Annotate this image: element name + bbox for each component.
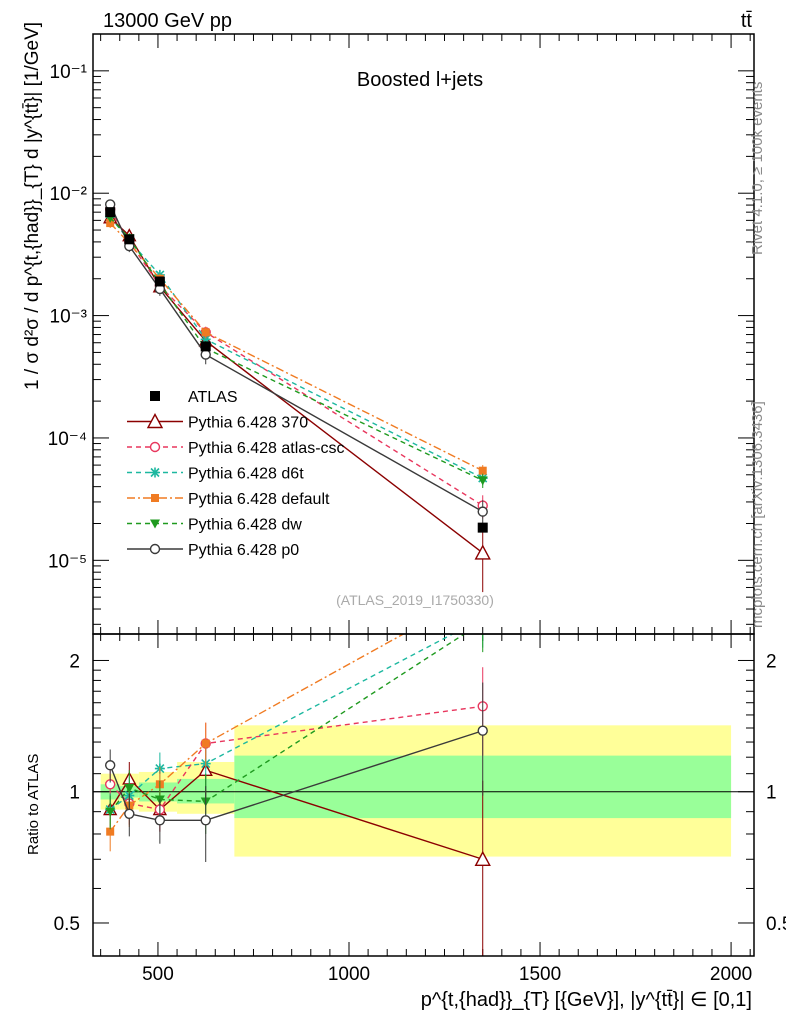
x-tick-label-2000: 2000 bbox=[710, 964, 752, 985]
ratio-point-2-4 bbox=[478, 613, 488, 623]
ratio-point-5-0 bbox=[104, 760, 116, 771]
ratio-point-3-3 bbox=[201, 739, 210, 748]
ratio-point-5-1 bbox=[124, 808, 135, 819]
main-point-3-4 bbox=[478, 466, 487, 475]
data-point-3 bbox=[200, 341, 211, 352]
data-point-1 bbox=[124, 234, 135, 245]
ratio-uncertainty-bands bbox=[100, 725, 732, 857]
ratio-y-tick-label-right: 1 bbox=[766, 783, 777, 804]
main-series-layer bbox=[103, 199, 491, 593]
legend-marker-5 bbox=[149, 543, 161, 555]
header-energy-label: 13000 GeV pp bbox=[103, 10, 232, 32]
main-point-3-3 bbox=[201, 328, 210, 337]
x-axis-label: p^{t,{had}}_{T} [{GeV}], |y^{tt̄}| ∈ [0,… bbox=[421, 989, 752, 1011]
main-y-tick-label: 10⁻⁵ bbox=[48, 551, 87, 572]
main-point-5-3 bbox=[200, 349, 211, 360]
ratio-y-tick-label-left: 1 bbox=[69, 783, 80, 804]
legend-marker-0 bbox=[146, 413, 164, 429]
ratio-y-axis-label: Ratio to ATLAS bbox=[25, 754, 42, 855]
ratio-point-0-4 bbox=[474, 850, 491, 866]
legend-label-3: Pythia 6.428 default bbox=[188, 491, 330, 508]
data-point-0 bbox=[105, 207, 116, 218]
main-point-2-3 bbox=[200, 334, 211, 345]
main-axis-ticks: 10⁻⁵ 10⁻⁴ 10⁻³ 10⁻² 10⁻¹ bbox=[48, 33, 754, 634]
rivet-version-label: Rivet 4.1.0, ≥ 100k events bbox=[749, 82, 766, 255]
main-series-line-3 bbox=[109, 222, 484, 472]
main-series-line-2 bbox=[109, 216, 484, 479]
main-series-line-1 bbox=[109, 208, 484, 507]
legend-marker-2 bbox=[150, 467, 160, 478]
x-tick-label-500: 500 bbox=[142, 964, 174, 985]
x-tick-label-1000: 1000 bbox=[328, 964, 370, 985]
mcplots-label: mcplots.cern.ch [arXiv:1306.3436] bbox=[749, 401, 766, 628]
main-point-3-0 bbox=[106, 219, 115, 228]
legend-marker-1 bbox=[149, 441, 161, 453]
legend-marker-data bbox=[150, 391, 160, 401]
ratio-plot-frame bbox=[92, 633, 755, 957]
ratio-series-layer bbox=[103, 613, 491, 956]
ratio-point-4-4 bbox=[478, 618, 488, 627]
ratio-point-5-2 bbox=[154, 815, 166, 826]
legend: ATLAS Pythia 6.428 370 Pythia 6.428 atlas-… bbox=[127, 389, 345, 559]
ratio-point-4-1 bbox=[124, 783, 135, 793]
ratio-point-4-0 bbox=[105, 807, 116, 817]
main-y-tick-label: 10⁻³ bbox=[50, 307, 88, 328]
ratio-point-5-3 bbox=[200, 815, 211, 826]
ratio-y-tick-label-left: 2 bbox=[69, 651, 80, 672]
header-process-label: tt̄ bbox=[741, 10, 753, 32]
legend-label-5: Pythia 6.428 p0 bbox=[188, 542, 299, 559]
ratio-y-tick-label-right: 2 bbox=[766, 651, 777, 672]
legend-marker-3 bbox=[151, 494, 159, 502]
ratio-axis-ticks: 500 1000 1500 2000 0.5 0.5 1 1 2 2 bbox=[54, 634, 786, 985]
data-point-2 bbox=[154, 276, 165, 287]
main-y-tick-label: 10⁻¹ bbox=[50, 62, 88, 83]
ratio-point-5-4 bbox=[477, 725, 488, 736]
main-plot-title: Boosted l+jets bbox=[357, 69, 483, 91]
data-point-4 bbox=[477, 522, 488, 533]
analysis-tag: (ATLAS_2019_I1750330) bbox=[336, 592, 494, 608]
main-y-tick-label: 10⁻⁴ bbox=[48, 429, 87, 450]
ratio-point-3-0 bbox=[106, 827, 115, 836]
legend-label-2: Pythia 6.428 d6t bbox=[188, 466, 304, 483]
legend-label-1: Pythia 6.428 atlas-csc bbox=[188, 440, 345, 457]
legend-label-data: ATLAS bbox=[188, 389, 238, 406]
main-point-0-4 bbox=[474, 544, 491, 560]
legend-label-4: Pythia 6.428 dw bbox=[188, 517, 302, 534]
ratio-y-tick-label-left: 0.5 bbox=[54, 914, 80, 935]
main-point-5-4 bbox=[477, 506, 488, 517]
x-tick-label-1500: 1500 bbox=[519, 964, 561, 985]
main-y-axis-label: 1 / σ d²σ / d p^{t,{had}}_{T} d |y^{tt̄}… bbox=[22, 22, 43, 390]
legend-label-0: Pythia 6.428 370 bbox=[188, 415, 308, 432]
ratio-y-tick-label-right: 0.5 bbox=[766, 914, 786, 935]
main-point-4-4 bbox=[477, 476, 488, 486]
legend-marker-4 bbox=[150, 519, 160, 529]
main-y-tick-label: 10⁻² bbox=[50, 184, 88, 205]
